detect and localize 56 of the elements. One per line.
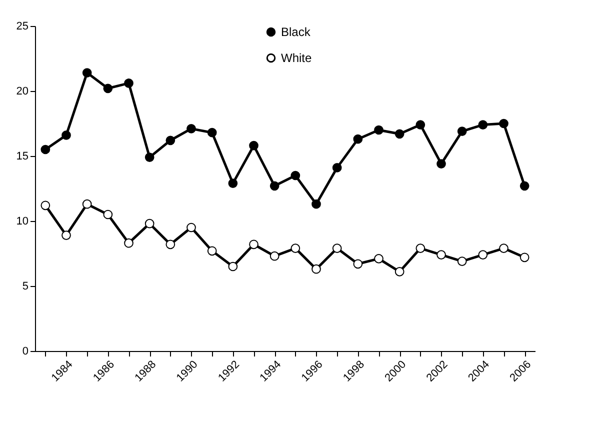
point	[416, 120, 426, 130]
point	[270, 181, 280, 191]
point	[478, 120, 488, 130]
point	[207, 246, 217, 256]
point	[374, 125, 384, 135]
point	[332, 244, 342, 253]
point	[228, 178, 238, 188]
point	[103, 84, 113, 94]
point	[332, 163, 342, 172]
point	[312, 199, 321, 209]
legend-label: White	[281, 51, 312, 65]
point	[457, 256, 467, 266]
point	[270, 251, 280, 261]
point	[457, 126, 467, 136]
y-tick-label: 0	[22, 346, 28, 358]
point	[394, 129, 404, 139]
point	[144, 218, 154, 228]
point	[436, 159, 446, 168]
point	[82, 199, 92, 209]
point	[124, 78, 134, 88]
y-tick-label: 20	[16, 86, 28, 98]
point	[40, 144, 50, 154]
point	[353, 134, 363, 144]
point	[124, 238, 134, 248]
point	[416, 244, 426, 253]
point	[103, 210, 113, 220]
point	[40, 200, 50, 210]
point	[62, 130, 71, 140]
point	[478, 250, 488, 260]
point	[394, 267, 404, 276]
point	[499, 244, 508, 253]
point	[249, 240, 258, 250]
legend-label: Black	[281, 25, 312, 39]
point	[436, 250, 446, 260]
point	[228, 262, 238, 272]
point	[353, 259, 363, 269]
y-tick-label: 15	[16, 150, 28, 162]
y-tick-label: 5	[22, 280, 28, 292]
point	[374, 254, 384, 264]
point	[520, 181, 530, 191]
point	[186, 124, 196, 134]
point	[290, 244, 300, 253]
point	[186, 222, 196, 232]
y-tick-label: 25	[16, 20, 28, 32]
y-tick-label: 10	[16, 216, 28, 228]
point	[249, 140, 258, 150]
point	[144, 152, 154, 162]
point	[499, 118, 508, 128]
point	[290, 170, 300, 180]
point	[166, 240, 176, 250]
point	[62, 230, 71, 240]
point	[166, 136, 176, 146]
point	[312, 264, 321, 274]
point	[520, 252, 530, 262]
point	[82, 68, 92, 78]
point	[207, 128, 217, 138]
